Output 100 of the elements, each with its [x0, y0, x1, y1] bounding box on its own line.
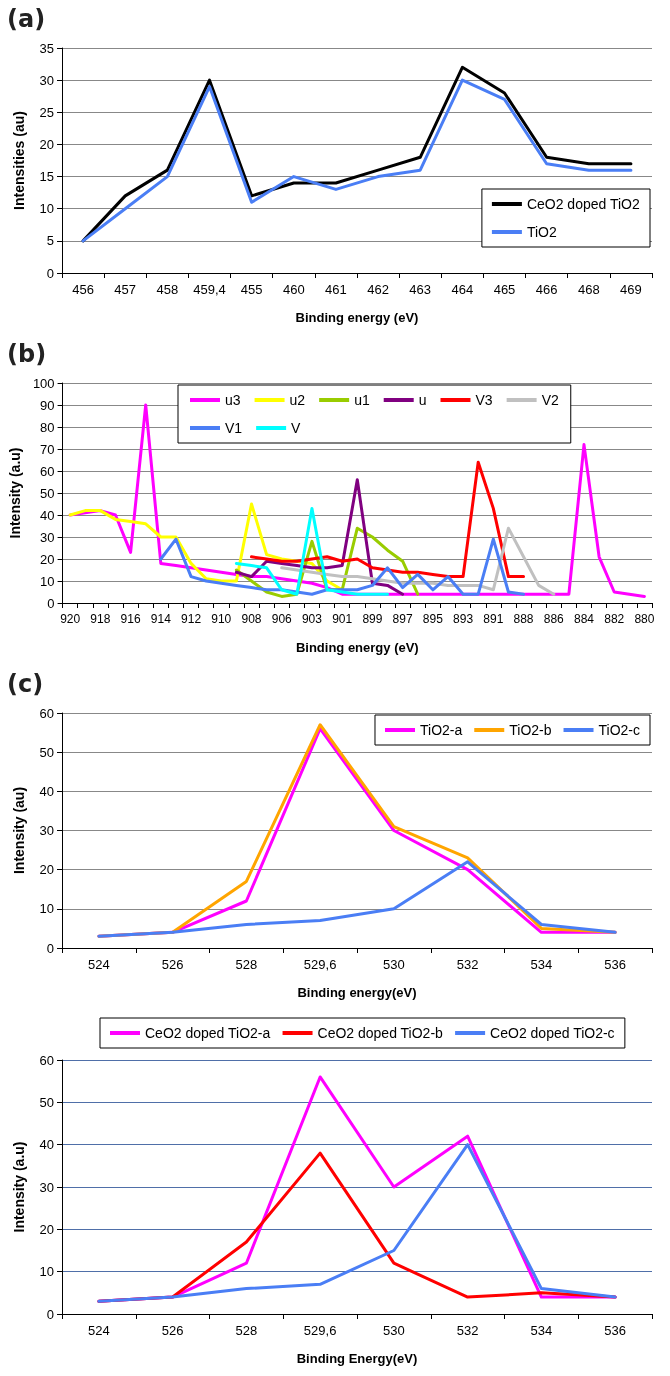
x-tick-label: 536: [604, 957, 626, 972]
legend-label: u3: [225, 392, 241, 408]
legend-label: V2: [541, 392, 559, 408]
x-tick-label: 901: [332, 612, 353, 626]
x-tick-label: 469: [620, 282, 642, 297]
y-tick-label: 60: [39, 1052, 54, 1068]
y-tick-label: 25: [39, 104, 54, 120]
y-tick-label: 10: [39, 1264, 54, 1280]
x-tick-label: 536: [604, 1323, 626, 1338]
x-tick-label: 899: [362, 612, 383, 626]
legend-label: CeO2 doped TiO2: [526, 196, 640, 212]
x-tick-label: 893: [453, 612, 474, 626]
x-tick-label: 526: [161, 957, 184, 972]
x-tick-label: 524: [88, 957, 110, 972]
legend-label: V3: [475, 392, 493, 408]
y-axis-title: Intensity (au): [11, 786, 27, 875]
x-tick-label: 529,6: [303, 1323, 337, 1338]
x-tick-label: 906: [271, 612, 293, 626]
y-tick-label: 30: [39, 823, 54, 838]
y-tick-label: 60: [39, 705, 54, 721]
x-tick-label: 530: [383, 957, 405, 972]
y-tick-label: 90: [40, 397, 55, 413]
line-series: [250, 460, 526, 579]
x-tick-label: 908: [241, 612, 262, 626]
y-tick-label: 15: [39, 169, 54, 185]
legend-label: V1: [225, 420, 243, 436]
y-axis-title: Intensity (a.u): [7, 447, 23, 539]
x-tick-label: 912: [181, 612, 202, 626]
x-tick-label: 916: [120, 612, 141, 626]
legend-label: CeO2 doped TiO2-a: [145, 1025, 271, 1041]
x-tick-label: 465: [493, 282, 516, 297]
legend-label: TiO2: [526, 224, 557, 240]
y-tick-label: 20: [39, 1221, 54, 1237]
y-tick-label: 0: [46, 1306, 54, 1322]
x-tick-label: 461: [325, 282, 347, 297]
legend-label: u1: [354, 392, 370, 408]
y-tick-label: 5: [46, 233, 54, 249]
chart-title: (b): [7, 340, 47, 368]
x-tick-label: 884: [573, 612, 595, 626]
legend-label: CeO2 doped TiO2-b: [317, 1025, 444, 1041]
x-tick-label: 534: [530, 1323, 553, 1338]
x-tick-label: 897: [392, 612, 413, 626]
x-tick-label: 460: [282, 282, 305, 297]
line-series: [97, 860, 617, 938]
y-tick-label: 40: [39, 1137, 54, 1153]
legend-label: TiO2-c: [598, 722, 640, 738]
line-series: [159, 537, 526, 596]
y-tick-label: 70: [40, 441, 55, 457]
x-tick-label: 528: [235, 957, 258, 972]
y-tick-label: 40: [40, 507, 55, 523]
legend-label: CeO2 doped TiO2-c: [490, 1025, 615, 1041]
legend-label: u2: [289, 392, 306, 408]
y-tick-label: 80: [40, 419, 55, 435]
x-tick-label: 529,6: [303, 957, 337, 972]
y-tick-label: 30: [39, 72, 54, 88]
x-tick-label: 880: [634, 612, 655, 626]
x-tick-label: 888: [513, 612, 534, 626]
y-tick-label: 50: [39, 744, 54, 760]
y-tick-label: 30: [40, 529, 55, 545]
y-tick-label: 100: [32, 375, 55, 391]
x-tick-label: 532: [456, 1323, 479, 1338]
x-tick-label: 918: [90, 612, 111, 626]
y-tick-label: 20: [39, 862, 54, 878]
x-tick-label: 455: [240, 282, 263, 297]
x-tick-label: 895: [422, 612, 444, 626]
x-tick-label: 528: [235, 1323, 258, 1338]
x-tick-label: 914: [150, 612, 172, 626]
x-tick-label: 463: [409, 282, 432, 297]
line-series: [234, 506, 390, 596]
x-tick-label: 903: [301, 612, 323, 626]
x-axis-title: Binding energy(eV): [297, 985, 417, 1000]
x-tick-label: 468: [577, 282, 600, 297]
legend-label: TiO2-b: [509, 722, 552, 738]
x-tick-label: 530: [383, 1323, 405, 1338]
x-tick-label: 534: [530, 957, 553, 972]
x-tick-label: 526: [161, 1323, 184, 1338]
x-tick-label: 464: [451, 282, 474, 297]
y-tick-label: 50: [40, 485, 55, 501]
x-tick-label: 462: [367, 282, 389, 297]
x-tick-label: 920: [60, 612, 81, 626]
y-tick-label: 50: [39, 1094, 54, 1110]
y-tick-label: 20: [40, 551, 55, 567]
line-series: [234, 478, 405, 596]
x-axis-title: Binding energy (eV): [295, 310, 419, 325]
x-tick-label: 891: [483, 612, 504, 626]
y-tick-label: 30: [39, 1179, 54, 1195]
x-tick-label: 459,4: [193, 282, 226, 297]
x-tick-label: 458: [156, 282, 179, 297]
y-tick-label: 0: [47, 595, 55, 611]
y-tick-label: 10: [39, 901, 54, 917]
x-tick-label: 524: [88, 1323, 110, 1338]
x-tick-label: 466: [535, 282, 558, 297]
y-tick-label: 0: [46, 265, 54, 281]
y-tick-label: 35: [39, 40, 54, 56]
y-tick-label: 20: [39, 136, 54, 152]
y-tick-label: 40: [39, 783, 54, 799]
y-tick-label: 60: [40, 463, 55, 479]
y-tick-label: 10: [40, 573, 55, 589]
chart-title: (c): [7, 670, 44, 698]
x-tick-label: 910: [211, 612, 232, 626]
